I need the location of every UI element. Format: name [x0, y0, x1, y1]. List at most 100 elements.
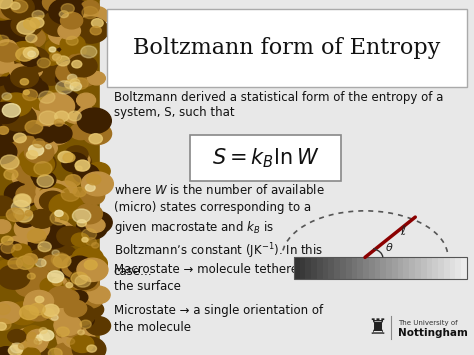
Circle shape: [37, 273, 67, 296]
Circle shape: [73, 284, 105, 308]
Circle shape: [51, 253, 70, 267]
Circle shape: [25, 338, 38, 348]
Circle shape: [73, 187, 86, 197]
Circle shape: [40, 330, 54, 341]
Circle shape: [65, 175, 81, 186]
Circle shape: [30, 16, 53, 33]
Bar: [334, 257, 340, 279]
Circle shape: [10, 343, 24, 353]
Circle shape: [25, 176, 49, 195]
Circle shape: [77, 220, 86, 226]
Circle shape: [80, 320, 91, 328]
Circle shape: [0, 102, 19, 124]
Circle shape: [0, 241, 24, 260]
Circle shape: [65, 146, 88, 163]
Circle shape: [12, 328, 48, 355]
Circle shape: [0, 220, 11, 234]
Circle shape: [36, 123, 65, 145]
Circle shape: [22, 326, 44, 342]
Circle shape: [0, 35, 9, 45]
Circle shape: [36, 180, 68, 203]
Circle shape: [23, 89, 37, 100]
Circle shape: [1, 236, 13, 245]
Circle shape: [55, 210, 63, 217]
Circle shape: [17, 256, 34, 269]
Circle shape: [49, 0, 83, 24]
Circle shape: [41, 122, 71, 145]
Circle shape: [41, 91, 68, 111]
Circle shape: [54, 315, 82, 335]
Circle shape: [1, 104, 27, 123]
Bar: [294, 257, 467, 279]
Circle shape: [9, 345, 22, 355]
Circle shape: [42, 222, 77, 249]
Circle shape: [26, 81, 48, 97]
Circle shape: [66, 283, 73, 288]
Circle shape: [16, 124, 45, 145]
Circle shape: [0, 265, 30, 289]
Circle shape: [16, 18, 41, 38]
Circle shape: [85, 184, 95, 191]
Bar: [403, 257, 409, 279]
Circle shape: [86, 238, 96, 246]
Circle shape: [34, 7, 55, 23]
Circle shape: [48, 348, 62, 355]
Circle shape: [62, 153, 87, 172]
Circle shape: [13, 244, 21, 250]
Circle shape: [9, 57, 34, 76]
Circle shape: [55, 287, 79, 305]
Circle shape: [8, 236, 27, 251]
Circle shape: [86, 218, 105, 233]
Circle shape: [16, 48, 34, 61]
Circle shape: [52, 278, 62, 286]
Circle shape: [55, 72, 74, 87]
Circle shape: [49, 47, 56, 52]
Circle shape: [21, 348, 40, 355]
Circle shape: [36, 62, 66, 85]
Circle shape: [49, 10, 70, 26]
Circle shape: [61, 264, 78, 278]
Circle shape: [91, 242, 99, 248]
Circle shape: [82, 229, 97, 240]
Circle shape: [33, 208, 60, 228]
Circle shape: [82, 301, 104, 317]
Circle shape: [24, 18, 39, 30]
Bar: [409, 257, 415, 279]
Circle shape: [68, 256, 91, 274]
Circle shape: [56, 61, 86, 84]
Circle shape: [57, 226, 82, 246]
Text: Boltzmann derived a statistical form of the entropy of a
system, S, such that: Boltzmann derived a statistical form of …: [114, 91, 443, 119]
Circle shape: [39, 191, 65, 211]
Bar: [294, 257, 300, 279]
Circle shape: [0, 12, 22, 35]
Circle shape: [15, 47, 50, 73]
Bar: [340, 257, 346, 279]
Circle shape: [82, 237, 88, 242]
Circle shape: [4, 71, 39, 97]
Circle shape: [19, 149, 47, 170]
Circle shape: [0, 122, 21, 139]
Circle shape: [64, 80, 77, 89]
Bar: [317, 257, 323, 279]
Circle shape: [19, 306, 38, 320]
Bar: [432, 257, 438, 279]
Text: $\ell$: $\ell$: [401, 224, 407, 239]
Circle shape: [2, 93, 12, 100]
Circle shape: [35, 222, 70, 248]
Circle shape: [11, 13, 42, 37]
Text: $\theta$: $\theta$: [385, 241, 394, 253]
Bar: [386, 257, 392, 279]
Circle shape: [75, 338, 97, 355]
Circle shape: [82, 123, 111, 144]
Circle shape: [76, 166, 82, 171]
Circle shape: [0, 323, 6, 330]
Circle shape: [38, 242, 51, 252]
Circle shape: [71, 335, 94, 353]
Circle shape: [68, 0, 90, 17]
Bar: [363, 257, 369, 279]
Circle shape: [39, 111, 57, 125]
Circle shape: [43, 0, 69, 12]
Circle shape: [37, 67, 57, 82]
Circle shape: [42, 308, 54, 318]
Circle shape: [53, 255, 71, 268]
